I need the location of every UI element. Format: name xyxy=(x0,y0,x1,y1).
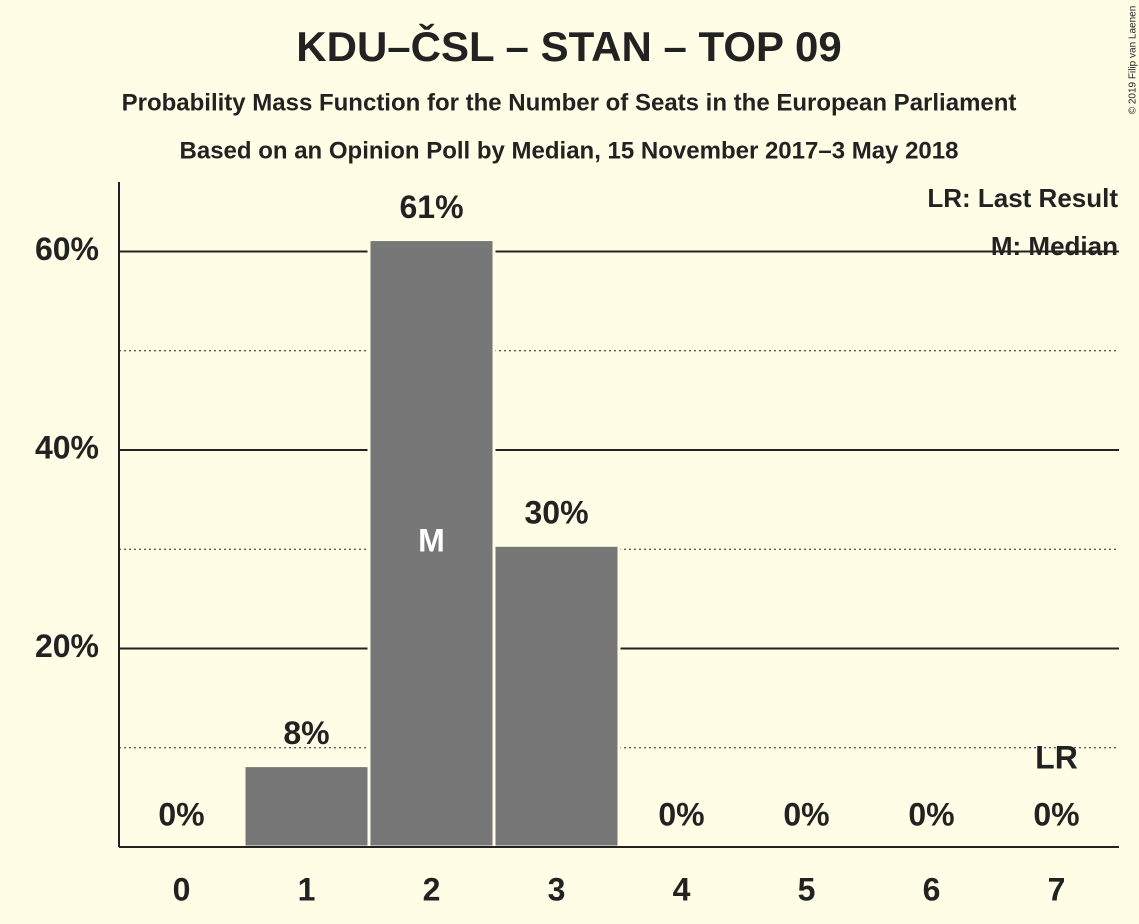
legend-text: M: Median xyxy=(991,231,1118,261)
legend-text: LR: Last Result xyxy=(927,183,1118,213)
copyright: © 2019 Filip van Laenen xyxy=(1128,6,1139,115)
value-label: 30% xyxy=(524,495,588,531)
x-tick-label: 7 xyxy=(1048,871,1066,907)
x-tick-label: 4 xyxy=(673,871,691,907)
value-label: 0% xyxy=(783,796,829,832)
y-tick-label: 40% xyxy=(35,429,99,465)
x-tick-label: 1 xyxy=(298,871,316,907)
y-tick-label: 60% xyxy=(35,231,99,267)
x-tick-label: 6 xyxy=(923,871,941,907)
chart-subtitle: Probability Mass Function for the Number… xyxy=(122,89,1017,116)
bar xyxy=(242,764,371,849)
value-label: 0% xyxy=(658,796,704,832)
x-tick-label: 0 xyxy=(173,871,191,907)
median-marker: M xyxy=(418,523,445,559)
value-label: 0% xyxy=(1033,796,1079,832)
chart-subtitle: Based on an Opinion Poll by Median, 15 N… xyxy=(180,137,959,164)
value-label: 0% xyxy=(158,796,204,832)
chart-title: KDU–ČSL – STAN – TOP 09 xyxy=(296,22,841,70)
x-tick-label: 5 xyxy=(798,871,816,907)
value-label: 0% xyxy=(908,796,954,832)
x-tick-label: 2 xyxy=(423,871,441,907)
bar xyxy=(492,543,621,849)
value-label: 61% xyxy=(399,189,463,225)
x-tick-label: 3 xyxy=(548,871,566,907)
last-result-marker: LR xyxy=(1035,739,1078,775)
y-tick-label: 20% xyxy=(35,628,99,664)
value-label: 8% xyxy=(283,715,329,751)
